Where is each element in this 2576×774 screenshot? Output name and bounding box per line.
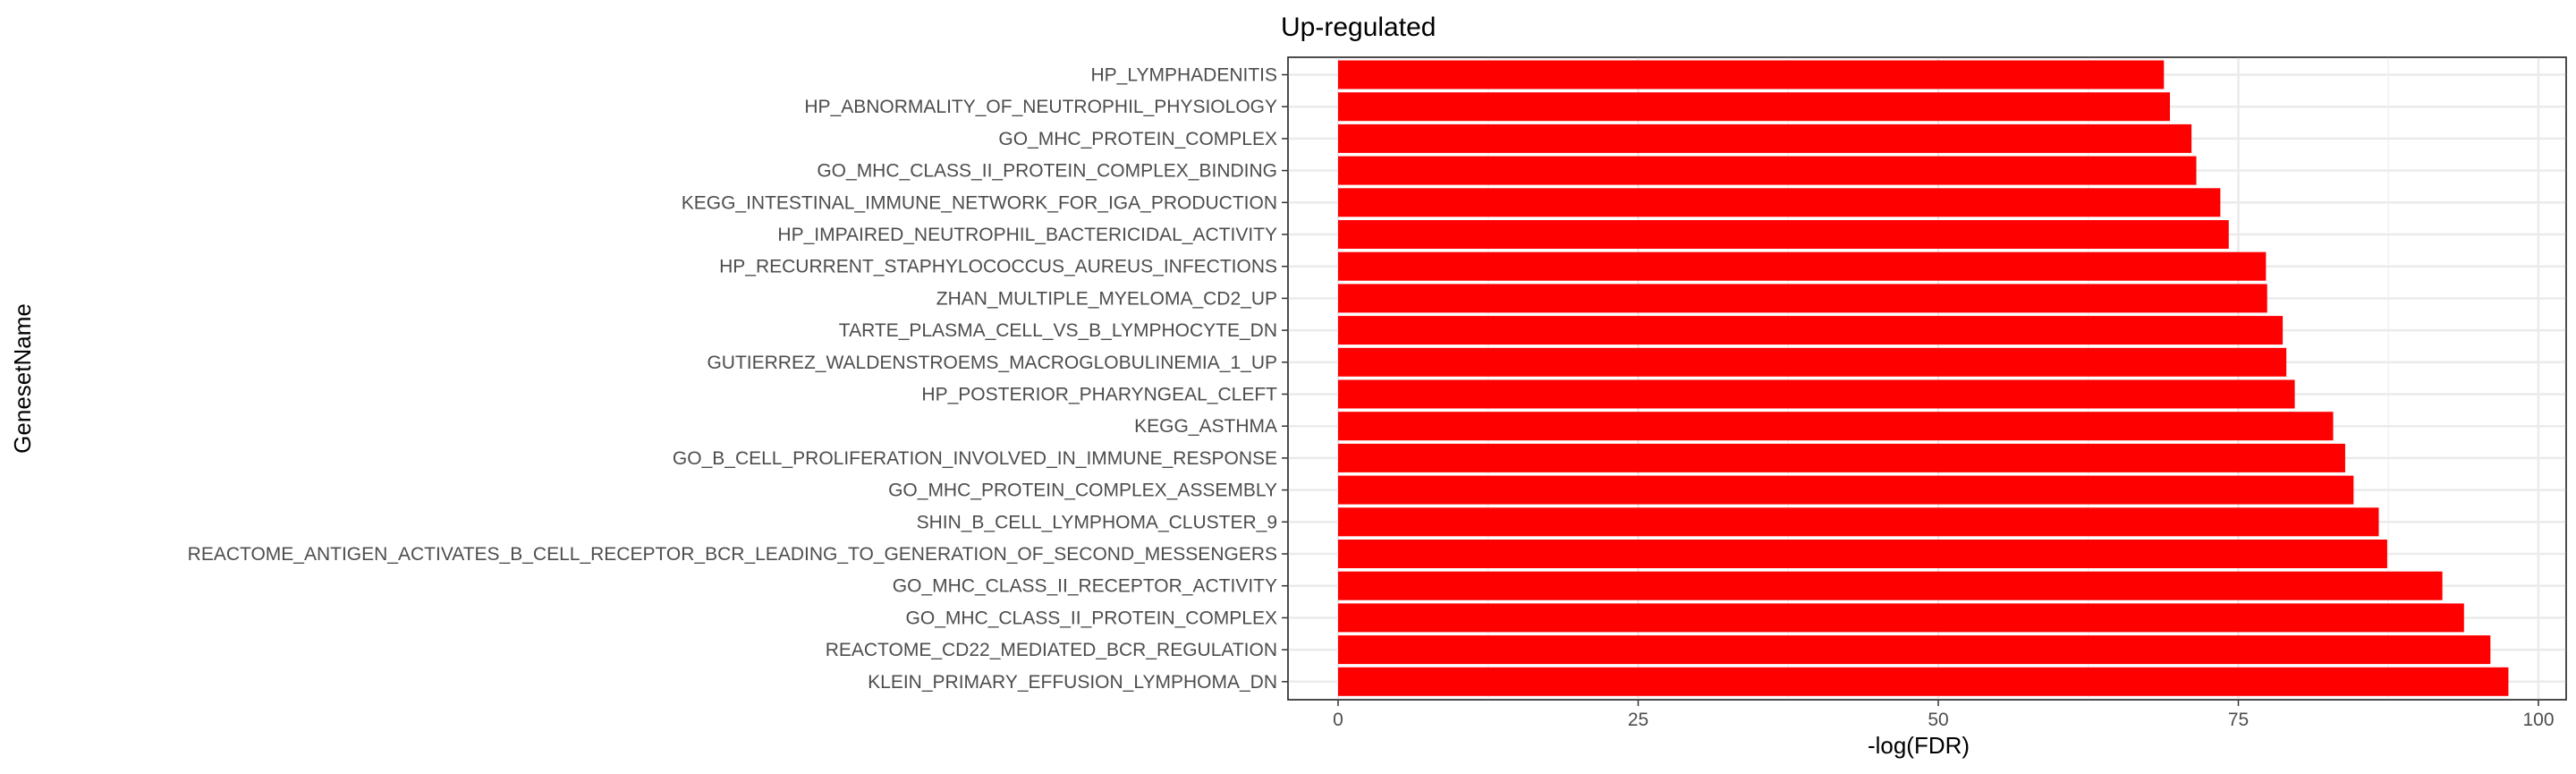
category-label: HP_ABNORMALITY_OF_NEUTROPHIL_PHYSIOLOGY [804,97,1277,117]
category-label: KEGG_ASTHMA [1134,416,1277,437]
x-tick-label: 25 [1628,710,1648,730]
bar [1338,667,2509,696]
bar [1338,92,2171,122]
bar [1338,443,2345,472]
bar [1338,123,2192,153]
bar [1338,412,2334,441]
category-label: KEGG_INTESTINAL_IMMUNE_NETWORK_FOR_IGA_P… [682,192,1277,213]
bar [1338,507,2379,537]
category-label: GO_MHC_PROTEIN_COMPLEX [998,129,1277,149]
bar [1338,475,2354,505]
category-label: TARTE_PLASMA_CELL_VS_B_LYMPHOCYTE_DN [839,320,1277,341]
bar [1338,379,2295,409]
bar [1338,347,2287,377]
bar [1338,220,2229,249]
bar [1338,540,2387,568]
category-label: HP_POSTERIOR_PHARYNGEAL_CLEFT [921,385,1277,405]
x-axis-title: -log(FDR) [1868,732,1970,759]
category-label: GO_MHC_PROTEIN_COMPLEX_ASSEMBLY [888,481,1277,501]
bar [1338,60,2165,89]
bar [1338,284,2267,313]
category-label: HP_IMPAIRED_NEUTROPHIL_BACTERICIDAL_ACTI… [777,225,1277,245]
bar [1338,603,2464,633]
bar [1338,251,2267,281]
x-tick-label: 0 [1333,710,1343,730]
x-tick-label: 50 [1928,710,1948,730]
panel-border [1287,56,2567,701]
category-label: GO_MHC_CLASS_II_PROTEIN_COMPLEX_BINDING [817,161,1277,182]
category-label: REACTOME_ANTIGEN_ACTIVATES_B_CELL_RECEPT… [188,544,1277,565]
category-label: KLEIN_PRIMARY_EFFUSION_LYMPHOMA_DN [868,672,1277,693]
category-label: REACTOME_CD22_MEDIATED_BCR_REGULATION [826,640,1277,660]
panel-background [1287,56,2567,701]
bar [1338,571,2443,600]
category-labels: HP_LYMPHADENITIS HP_ABNORMALITY_OF_NEUTRO… [188,65,1288,693]
category-label: HP_LYMPHADENITIS [1091,65,1278,86]
x-axis-ticks: 0 25 50 75 100 [1333,700,2555,730]
bar [1338,188,2221,217]
category-label: SHIN_B_CELL_LYMPHOMA_CLUSTER_9 [917,512,1277,532]
category-label: GO_MHC_CLASS_II_RECEPTOR_ACTIVITY [893,576,1277,597]
category-label: GUTIERREZ_WALDENSTROEMS_MACROGLOBULINEMI… [707,353,1277,373]
category-label: ZHAN_MULTIPLE_MYELOMA_CD2_UP [936,288,1277,309]
category-label: GO_MHC_CLASS_II_PROTEIN_COMPLEX [906,608,1277,628]
x-tick-label: 75 [2228,710,2249,730]
bar [1338,635,2491,665]
category-label: HP_RECURRENT_STAPHYLOCOCCUS_AUREUS_INFEC… [719,257,1277,277]
x-tick-label: 100 [2522,710,2554,730]
bars [1338,60,2509,696]
chart-title: Up-regulated [1281,13,1436,42]
category-label: GO_B_CELL_PROLIFERATION_INVOLVED_IN_IMMU… [673,448,1277,469]
bar [1338,156,2197,185]
y-axis-title: GenesetName [9,303,36,454]
bar [1338,316,2284,345]
